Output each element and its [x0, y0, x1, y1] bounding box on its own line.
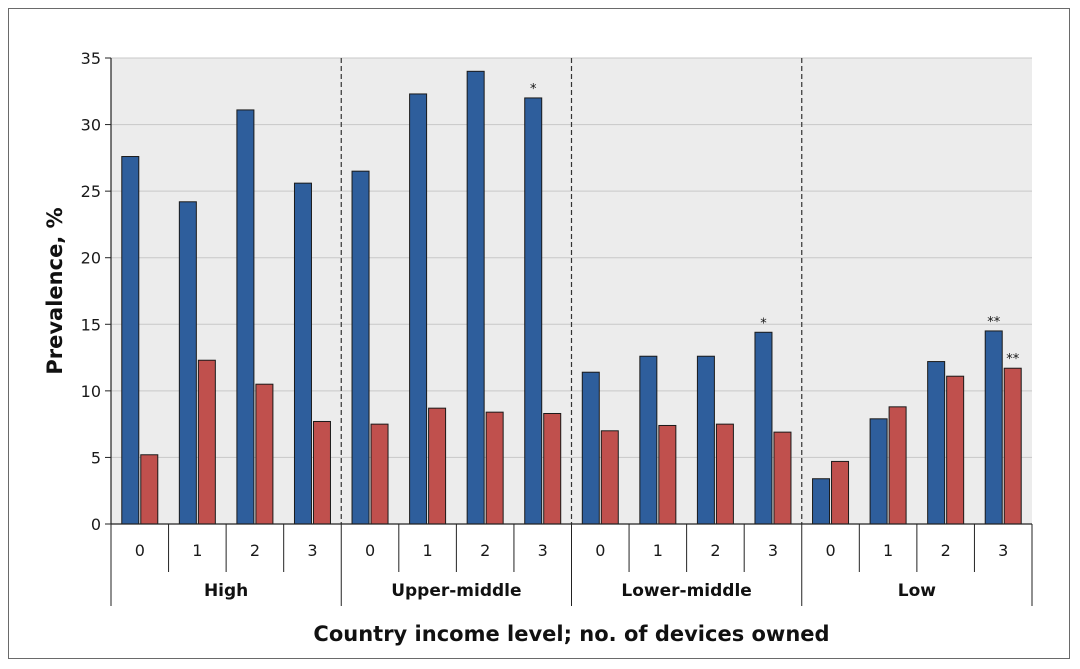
bar	[984, 330, 1003, 525]
bar	[255, 383, 274, 525]
bar	[946, 375, 965, 525]
significance-marker: *	[530, 82, 537, 97]
y-axis: 0 5 10 15 20 25 30 35	[81, 49, 112, 534]
bar	[485, 411, 504, 525]
bar	[409, 93, 428, 525]
x-tick-label: 1	[883, 541, 893, 560]
bar	[773, 431, 792, 525]
x-tick-label: 2	[480, 541, 490, 560]
bar	[869, 418, 888, 525]
bar	[696, 355, 715, 525]
y-tick-label: 0	[91, 515, 101, 534]
x-tick-label: 2	[710, 541, 720, 560]
y-tick-label: 30	[81, 116, 101, 135]
bar	[236, 109, 255, 525]
bar	[600, 430, 619, 525]
bar	[639, 355, 658, 525]
bar	[466, 70, 485, 525]
bar	[121, 156, 140, 525]
bar	[178, 201, 197, 525]
bar	[543, 412, 562, 525]
x-axis-title: Country income level; no. of devices own…	[313, 622, 829, 646]
bar	[658, 424, 677, 525]
bar	[831, 460, 850, 525]
y-tick-label: 35	[81, 49, 101, 68]
significance-marker: **	[1006, 352, 1020, 367]
significance-marker: *	[760, 316, 767, 331]
x-tick-label: 3	[998, 541, 1008, 560]
bar	[1003, 367, 1022, 525]
x-tick-label: 1	[192, 541, 202, 560]
bar	[927, 361, 946, 525]
group-label: High	[204, 581, 248, 601]
bar	[888, 406, 907, 525]
x-axis: 0 1 2 3 High 0 1 2 3 Upper-middle 0 1 2 3 Lower-middle…	[110, 523, 1033, 606]
y-tick-label: 20	[81, 249, 101, 268]
x-tick-label: 3	[768, 541, 778, 560]
group-label: Upper-middle	[391, 581, 521, 601]
bars	[121, 70, 1022, 525]
y-tick-label: 10	[81, 382, 101, 401]
bar	[715, 423, 734, 525]
bar	[140, 454, 159, 525]
y-axis-title: Prevalence, %	[43, 207, 67, 374]
significance-marker: **	[987, 315, 1001, 330]
y-tick-label: 5	[91, 448, 101, 467]
bar	[812, 478, 831, 525]
y-tick-label: 25	[81, 182, 101, 201]
x-tick-label: 0	[825, 541, 835, 560]
group-label: Lower-middle	[621, 581, 751, 601]
x-tick-label: 3	[307, 541, 317, 560]
group-label: Low	[898, 581, 937, 601]
y-tick-label: 15	[81, 315, 101, 334]
x-tick-label: 2	[250, 541, 260, 560]
x-tick-label: 1	[653, 541, 663, 560]
bar	[293, 182, 312, 525]
x-tick-label: 1	[423, 541, 433, 560]
bar	[370, 423, 389, 525]
significance-annotations: ** ****	[530, 82, 1020, 367]
bar	[581, 371, 600, 525]
bar	[197, 359, 216, 525]
x-tick-label: 2	[941, 541, 951, 560]
x-tick-label: 0	[595, 541, 605, 560]
x-tick-label: 0	[135, 541, 145, 560]
group-separators	[340, 58, 803, 524]
bar	[312, 420, 331, 525]
bar	[754, 331, 773, 525]
bar	[351, 170, 370, 525]
x-tick-label: 3	[538, 541, 548, 560]
bar	[524, 97, 543, 525]
x-tick-label: 0	[365, 541, 375, 560]
bar	[428, 407, 447, 525]
